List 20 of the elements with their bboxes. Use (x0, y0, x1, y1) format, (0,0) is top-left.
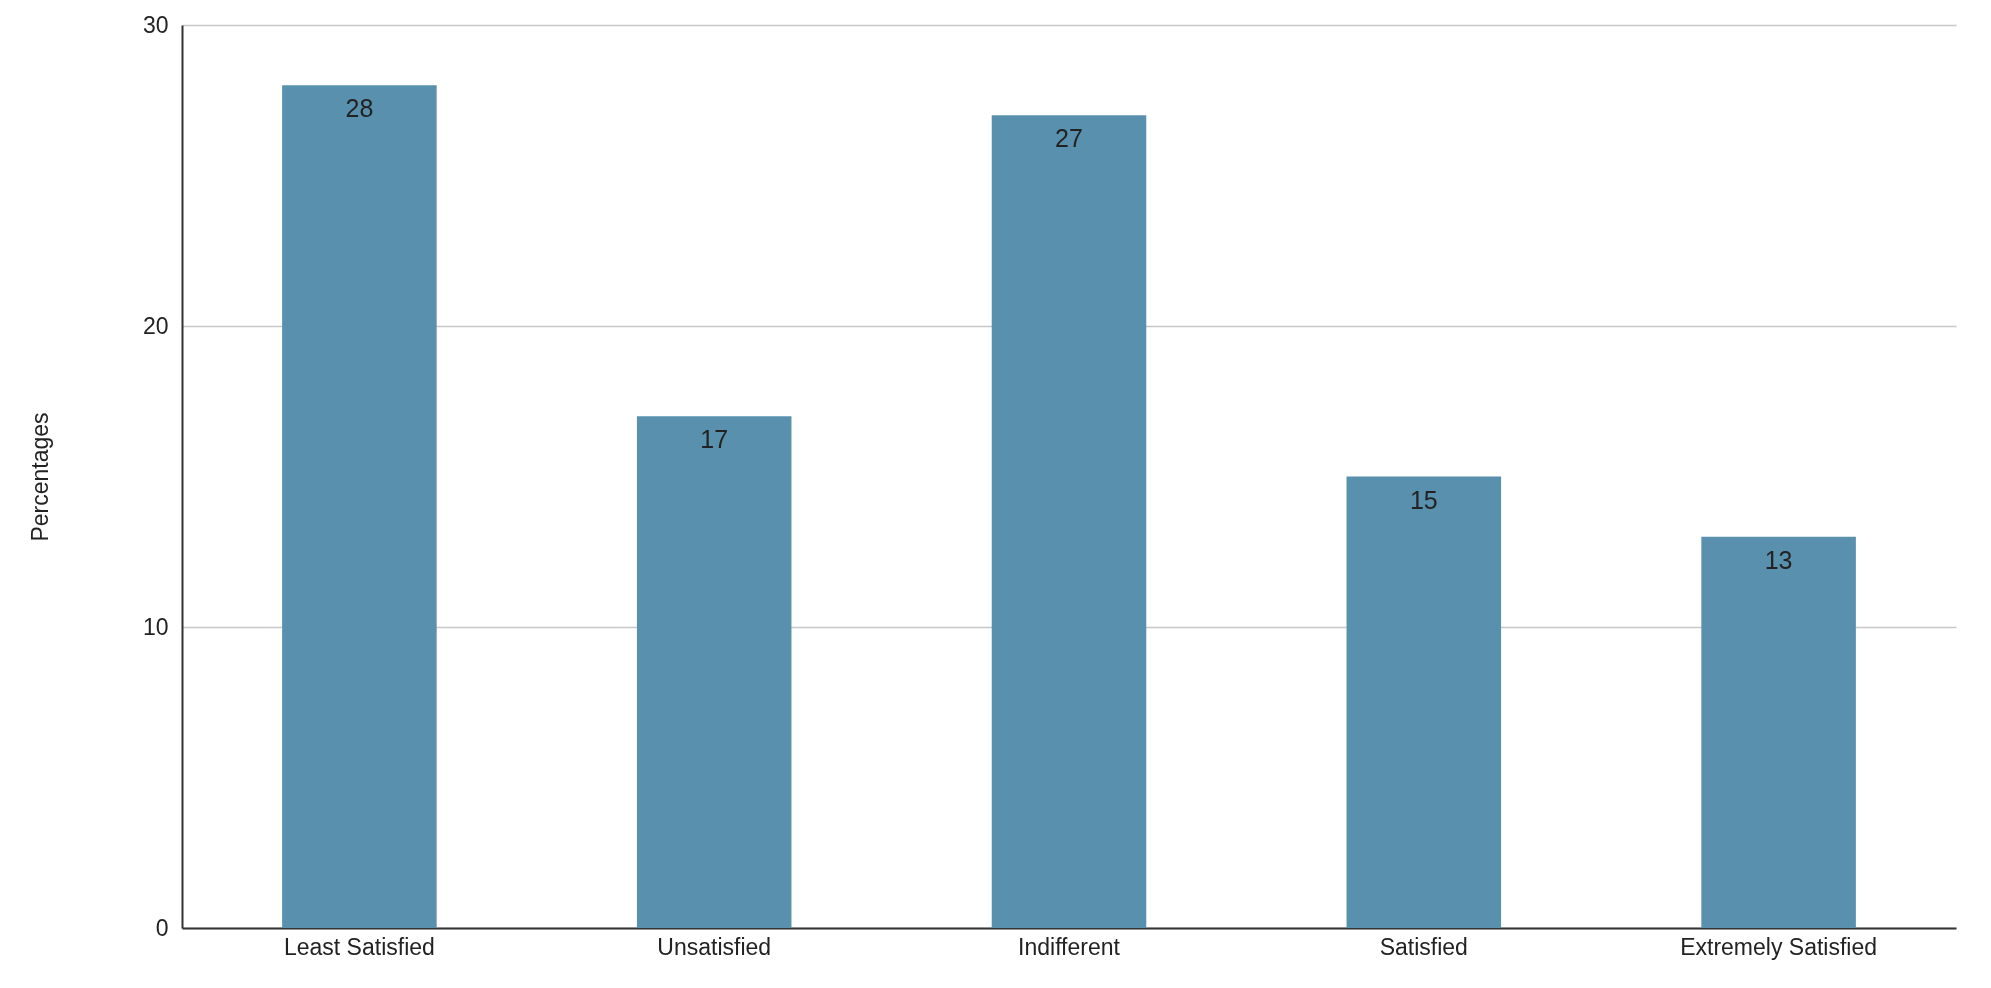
x-tick-label: Satisfied (1379, 933, 1468, 960)
data-label: 15 (1409, 485, 1438, 514)
x-tick-label: Least Satisfied (283, 933, 435, 960)
y-tick-label: 10 (142, 613, 169, 640)
bar (991, 115, 1147, 928)
bar (1346, 476, 1502, 928)
bar (282, 85, 437, 928)
x-tick-label: Indifferent (1018, 933, 1121, 960)
x-tick-label: Unsatisfied (657, 933, 772, 960)
y-tick-label: 0 (155, 914, 169, 941)
y-axis-title: Percentages (26, 412, 53, 542)
y-tick-label: 20 (142, 312, 169, 339)
bar (1701, 536, 1856, 928)
data-label: 17 (700, 425, 729, 454)
x-tick-label: Extremely Satisfied (1680, 933, 1878, 960)
bar (636, 416, 792, 928)
y-tick-label: 30 (142, 11, 169, 38)
data-label: 13 (1764, 545, 1793, 574)
data-label: 27 (1055, 124, 1083, 153)
data-label: 28 (345, 94, 374, 123)
